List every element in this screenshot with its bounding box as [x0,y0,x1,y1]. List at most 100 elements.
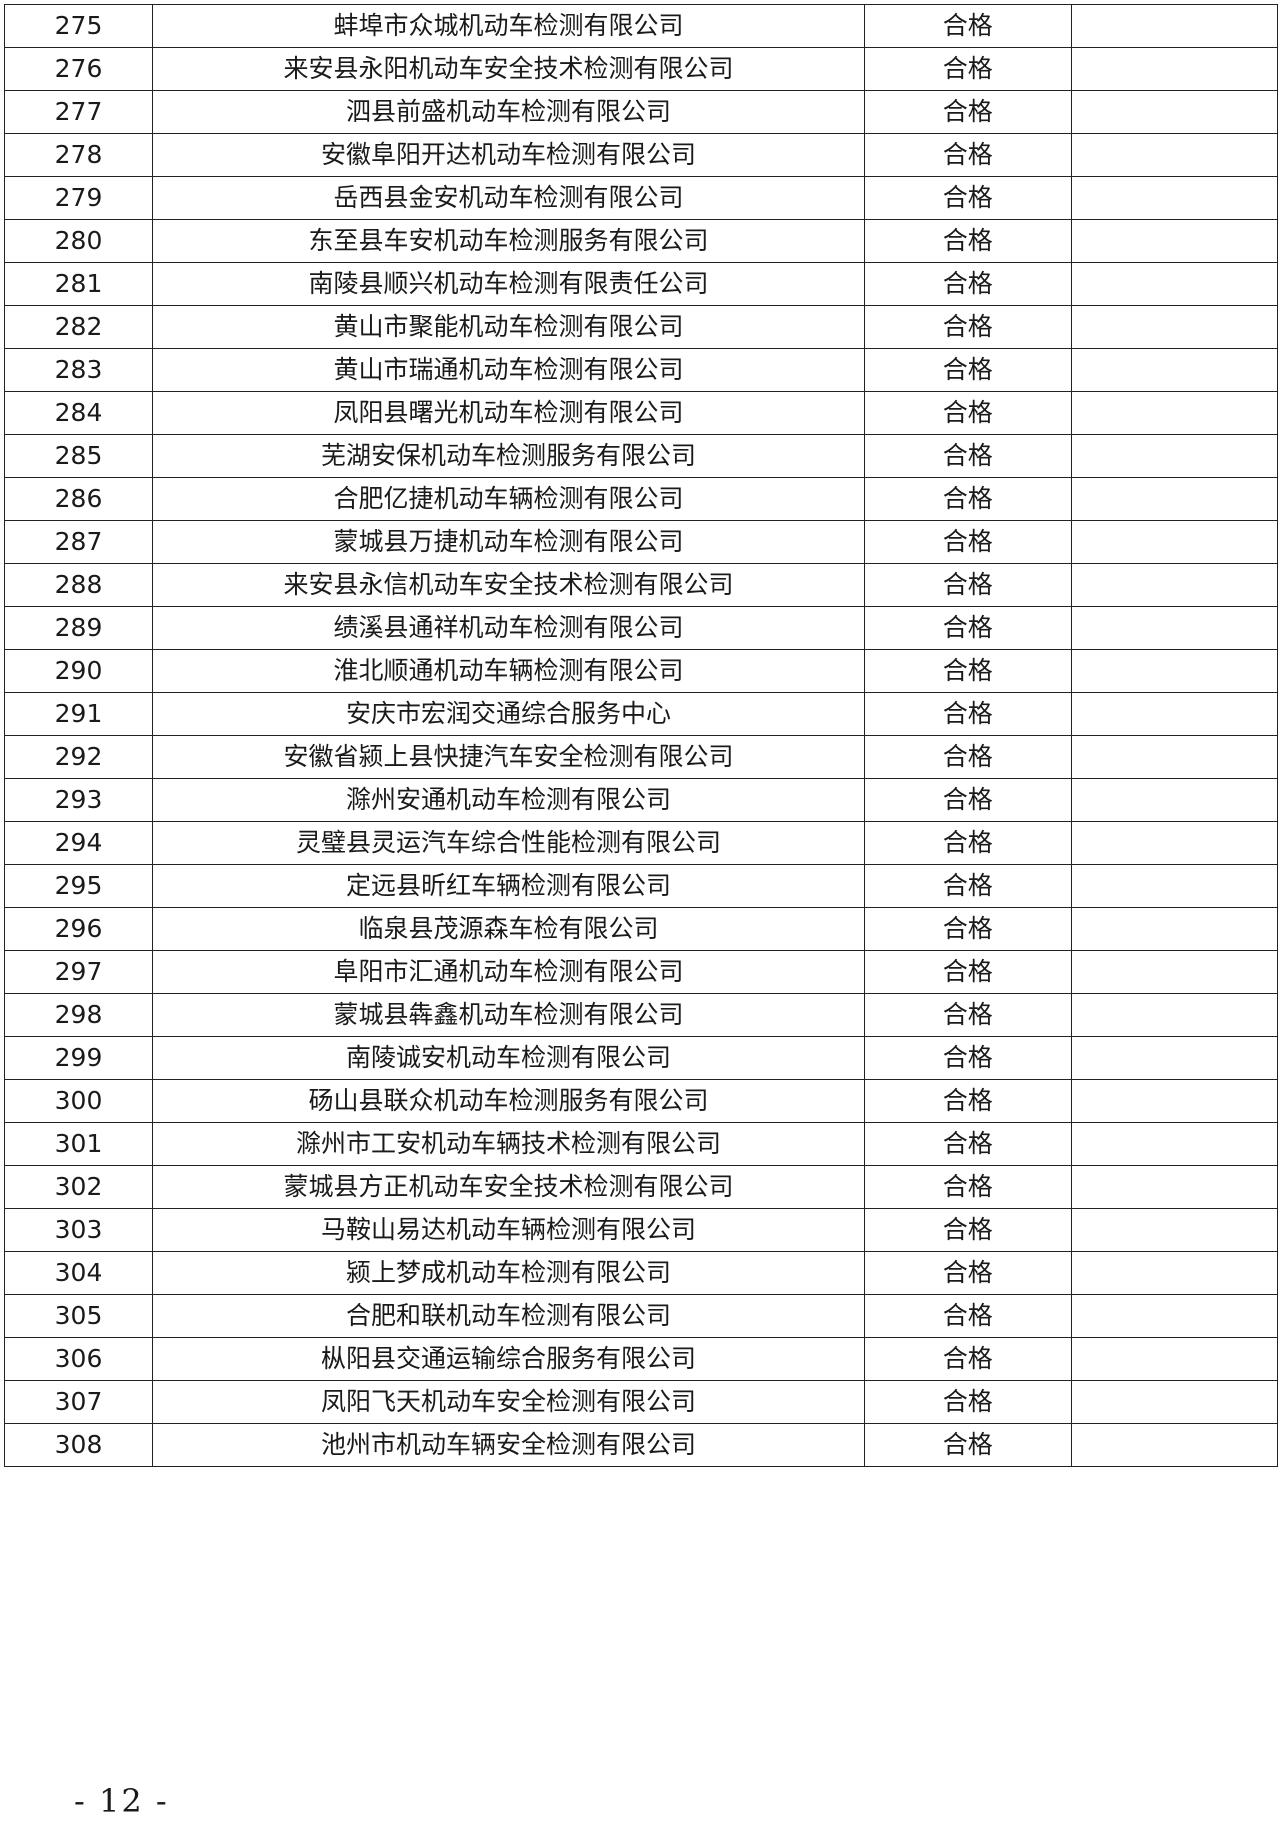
row-number-cell: 282 [4,305,153,349]
note-cell [1070,90,1278,134]
note-cell [1070,1423,1278,1467]
company-name-cell: 马鞍山易达机动车辆检测有限公司 [152,1208,865,1252]
note-cell [1070,434,1278,478]
company-name-cell: 芜湖安保机动车检测服务有限公司 [152,434,865,478]
table-row: 284 凤阳县曙光机动车检测有限公司 合格 [4,391,1278,435]
note-cell [1070,176,1278,220]
table-row: 296 临泉县茂源森车检有限公司 合格 [4,907,1278,951]
company-name-cell: 蒙城县犇鑫机动车检测有限公司 [152,993,865,1037]
row-number-cell: 281 [4,262,153,306]
table-row: 297 阜阳市汇通机动车检测有限公司 合格 [4,950,1278,994]
company-name-cell: 淮北顺通机动车辆检测有限公司 [152,649,865,693]
company-name-cell: 凤阳飞天机动车安全检测有限公司 [152,1380,865,1424]
table-row: 307 凤阳飞天机动车安全检测有限公司 合格 [4,1380,1278,1424]
note-cell [1070,692,1278,736]
row-number-cell: 294 [4,821,153,865]
company-name-cell: 东至县车安机动车检测服务有限公司 [152,219,865,263]
note-cell [1070,348,1278,392]
note-cell [1070,4,1278,48]
company-name-cell: 黄山市聚能机动车检测有限公司 [152,305,865,349]
row-number-cell: 299 [4,1036,153,1080]
result-cell: 合格 [864,520,1072,564]
table-row: 293 滁州安通机动车检测有限公司 合格 [4,778,1278,822]
company-name-cell: 合肥亿捷机动车辆检测有限公司 [152,477,865,521]
row-number-cell: 307 [4,1380,153,1424]
row-number-cell: 304 [4,1251,153,1295]
note-cell [1070,391,1278,435]
company-name-cell: 阜阳市汇通机动车检测有限公司 [152,950,865,994]
result-cell: 合格 [864,692,1072,736]
company-name-cell: 砀山县联众机动车检测服务有限公司 [152,1079,865,1123]
result-cell: 合格 [864,434,1072,478]
result-cell: 合格 [864,1423,1072,1467]
note-cell [1070,1337,1278,1381]
table-row: 286 合肥亿捷机动车辆检测有限公司 合格 [4,477,1278,521]
row-number-cell: 290 [4,649,153,693]
result-cell: 合格 [864,1337,1072,1381]
row-number-cell: 308 [4,1423,153,1467]
company-name-cell: 黄山市瑞通机动车检测有限公司 [152,348,865,392]
table-row: 290 淮北顺通机动车辆检测有限公司 合格 [4,649,1278,693]
company-name-cell: 枞阳县交通运输综合服务有限公司 [152,1337,865,1381]
table-row: 282 黄山市聚能机动车检测有限公司 合格 [4,305,1278,349]
row-number-cell: 283 [4,348,153,392]
result-cell: 合格 [864,1380,1072,1424]
row-number-cell: 291 [4,692,153,736]
result-cell: 合格 [864,1208,1072,1252]
row-number-cell: 286 [4,477,153,521]
table-row: 302 蒙城县方正机动车安全技术检测有限公司 合格 [4,1165,1278,1209]
company-name-cell: 绩溪县通祥机动车检测有限公司 [152,606,865,650]
note-cell [1070,219,1278,263]
table-row: 278 安徽阜阳开达机动车检测有限公司 合格 [4,133,1278,177]
note-cell [1070,1294,1278,1338]
table-row: 283 黄山市瑞通机动车检测有限公司 合格 [4,348,1278,392]
table-row: 300 砀山县联众机动车检测服务有限公司 合格 [4,1079,1278,1123]
result-cell: 合格 [864,4,1072,48]
note-cell [1070,1251,1278,1295]
company-name-cell: 滁州安通机动车检测有限公司 [152,778,865,822]
table-row: 295 定远县昕红车辆检测有限公司 合格 [4,864,1278,908]
table-row: 287 蒙城县万捷机动车检测有限公司 合格 [4,520,1278,564]
company-name-cell: 灵璧县灵运汽车综合性能检测有限公司 [152,821,865,865]
company-name-cell: 安徽阜阳开达机动车检测有限公司 [152,133,865,177]
result-cell: 合格 [864,1036,1072,1080]
note-cell [1070,305,1278,349]
company-name-cell: 合肥和联机动车检测有限公司 [152,1294,865,1338]
table-row: 281 南陵县顺兴机动车检测有限责任公司 合格 [4,262,1278,306]
row-number-cell: 302 [4,1165,153,1209]
table-row: 280 东至县车安机动车检测服务有限公司 合格 [4,219,1278,263]
row-number-cell: 277 [4,90,153,134]
inspection-results-table: 275 蚌埠市众城机动车检测有限公司 合格 276 来安县永阳机动车安全技术检测有限公司… [4,4,1278,1467]
result-cell: 合格 [864,864,1072,908]
row-number-cell: 300 [4,1079,153,1123]
table-row: 299 南陵诚安机动车检测有限公司 合格 [4,1036,1278,1080]
table-row: 288 来安县永信机动车安全技术检测有限公司 合格 [4,563,1278,607]
table-row: 291 安庆市宏润交通综合服务中心 合格 [4,692,1278,736]
result-cell: 合格 [864,778,1072,822]
row-number-cell: 285 [4,434,153,478]
table-row: 308 池州市机动车辆安全检测有限公司 合格 [4,1423,1278,1467]
note-cell [1070,735,1278,779]
result-cell: 合格 [864,606,1072,650]
row-number-cell: 303 [4,1208,153,1252]
note-cell [1070,993,1278,1037]
company-name-cell: 蒙城县万捷机动车检测有限公司 [152,520,865,564]
table-row: 276 来安县永阳机动车安全技术检测有限公司 合格 [4,47,1278,91]
table-row: 275 蚌埠市众城机动车检测有限公司 合格 [4,4,1278,48]
note-cell [1070,47,1278,91]
company-name-cell: 岳西县金安机动车检测有限公司 [152,176,865,220]
result-cell: 合格 [864,90,1072,134]
note-cell [1070,864,1278,908]
result-cell: 合格 [864,1122,1072,1166]
row-number-cell: 305 [4,1294,153,1338]
table-row: 277 泗县前盛机动车检测有限公司 合格 [4,90,1278,134]
company-name-cell: 南陵诚安机动车检测有限公司 [152,1036,865,1080]
company-name-cell: 临泉县茂源森车检有限公司 [152,907,865,951]
row-number-cell: 293 [4,778,153,822]
company-name-cell: 池州市机动车辆安全检测有限公司 [152,1423,865,1467]
note-cell [1070,1079,1278,1123]
note-cell [1070,1165,1278,1209]
table-row: 289 绩溪县通祥机动车检测有限公司 合格 [4,606,1278,650]
row-number-cell: 292 [4,735,153,779]
row-number-cell: 287 [4,520,153,564]
